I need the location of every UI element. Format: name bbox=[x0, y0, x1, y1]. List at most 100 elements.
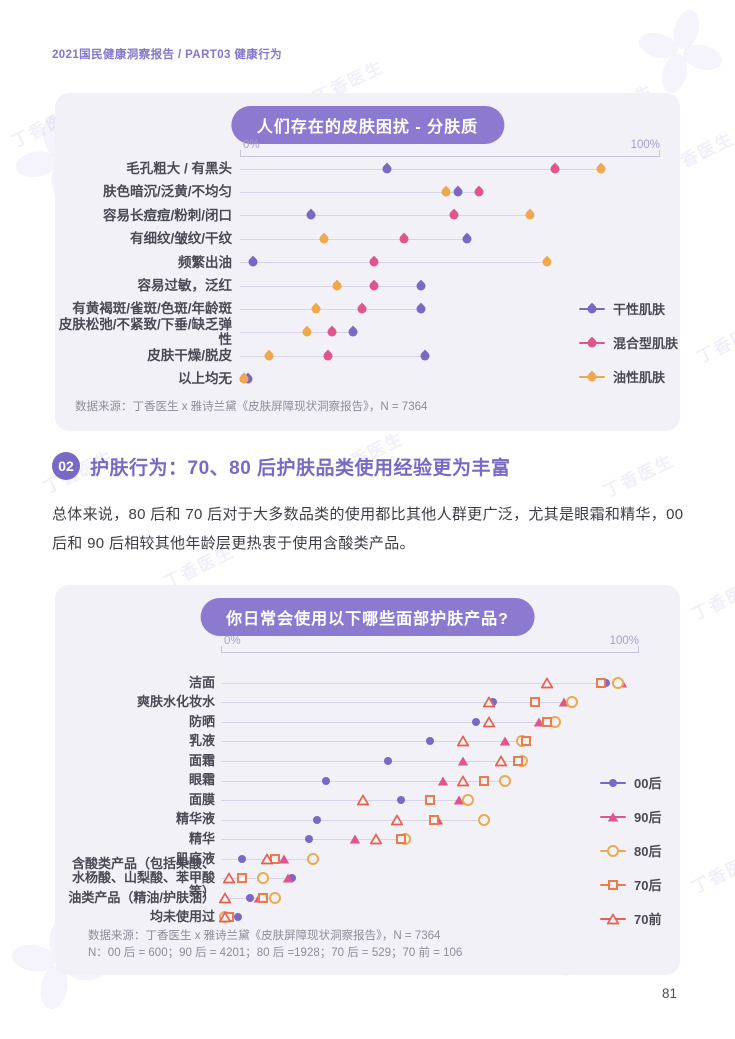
watermark-text: 丁香医生 bbox=[688, 847, 735, 898]
row-track bbox=[221, 868, 639, 888]
drop-marker-icon bbox=[439, 185, 453, 199]
drop-marker-icon bbox=[326, 326, 339, 339]
row-track bbox=[221, 732, 639, 752]
row-track bbox=[221, 771, 639, 791]
legend-item: 00后 bbox=[600, 773, 661, 792]
circle-open-marker-icon bbox=[499, 774, 512, 787]
circle-filled-marker-icon bbox=[396, 796, 405, 805]
category-label: 容易过敏，泛红 bbox=[137, 277, 233, 293]
triangle-filled-marker-icon bbox=[278, 853, 290, 864]
drop-marker-icon bbox=[460, 232, 474, 246]
triangle-open-marker-icon bbox=[607, 913, 619, 924]
legend-item: 干性肌肤 bbox=[579, 299, 678, 318]
drop-marker-icon bbox=[594, 162, 608, 176]
circle-filled-marker-icon bbox=[488, 698, 497, 707]
drop-marker-icon bbox=[418, 349, 432, 363]
circle-filled-marker-icon bbox=[313, 815, 322, 824]
chart2-legend: 00后 90后 80后 70后 70前 bbox=[600, 773, 661, 928]
triangle-open-marker-icon bbox=[219, 892, 232, 904]
chart-card-skin-troubles: 人们存在的皮肤困扰 - 分肤质 0% 100% 毛孔粗大 / 有黑头 肤色暗沉/泛… bbox=[55, 93, 680, 431]
triangle-open-marker-icon bbox=[482, 696, 495, 708]
chart-card-skincare-products: 你日常会使用以下哪些面部护肤产品? 0% 100% 洁面 爽肤水化妆水 防晒 乳液 面霜… bbox=[55, 585, 680, 975]
circle-open-marker-icon bbox=[607, 844, 619, 857]
drop-marker-icon bbox=[540, 255, 553, 269]
legend-label: 70后 bbox=[634, 878, 662, 893]
flower-logo-watermark-icon bbox=[633, 4, 728, 104]
row-line bbox=[240, 332, 354, 334]
section-body-text: 总体来说，80 后和 70 后对于大多数品类的使用都比其他人群更广泛，尤其是眼霜… bbox=[52, 506, 684, 553]
triangle-open-marker-icon bbox=[223, 872, 236, 884]
circle-open-marker-icon bbox=[256, 872, 269, 885]
chart-row: 容易长痘痘/粉刺/闭口 bbox=[55, 204, 665, 227]
chart-row: 均未使用过 bbox=[55, 908, 665, 928]
drop-marker-icon bbox=[585, 370, 599, 383]
square-open-marker-icon bbox=[429, 814, 440, 825]
row-track bbox=[219, 888, 639, 908]
category-label: 含酸类产品（包括果酸、 水杨酸、山梨酸、苯甲酸等） bbox=[71, 855, 215, 900]
row-track bbox=[221, 751, 639, 771]
chart1-rows: 毛孔粗大 / 有黑头 肤色暗沉/泛黄/不均匀 容易长痘痘/粉刺/闭口 有细纹/皱纹/干… bbox=[55, 157, 665, 391]
drop-marker-icon bbox=[414, 302, 427, 316]
chart-row: 肌底液 bbox=[55, 849, 665, 869]
legend-item: 70后 bbox=[600, 875, 661, 894]
row-line bbox=[240, 215, 530, 217]
drop-marker-icon bbox=[309, 302, 322, 316]
chart-row: 以上均无 bbox=[55, 368, 665, 391]
drop-marker-icon bbox=[237, 372, 251, 386]
row-track bbox=[240, 204, 660, 227]
drop-marker-icon bbox=[447, 209, 461, 222]
legend-line bbox=[579, 336, 605, 349]
category-label: 眼霜 bbox=[188, 772, 215, 788]
triangle-filled-marker-icon bbox=[457, 755, 469, 766]
circle-filled-marker-icon bbox=[288, 874, 297, 883]
row-line bbox=[221, 780, 506, 782]
chart-row: 乳液 bbox=[55, 732, 665, 752]
chart-row: 油类产品（精油/护肤油） bbox=[55, 888, 665, 908]
chart-row: 面膜 bbox=[55, 790, 665, 810]
chart2-title-pill: 你日常会使用以下哪些面部护肤产品? bbox=[200, 598, 535, 636]
legend-label: 00后 bbox=[634, 776, 662, 791]
triangle-filled-marker-icon bbox=[499, 736, 511, 747]
chart-row: 眼霜 bbox=[55, 771, 665, 791]
page-number: 81 bbox=[662, 986, 678, 1001]
legend-line bbox=[600, 844, 626, 857]
chart2-data-source: 数据来源：丁香医生 x 雅诗兰黛《皮肤屏障现状洞察报告》，N = 7364 N：… bbox=[88, 928, 462, 963]
triangle-open-marker-icon bbox=[482, 716, 495, 728]
triangle-open-marker-icon bbox=[495, 755, 508, 767]
chart1-legend: 干性肌肤 混合型肌肤 油性肌肤 bbox=[579, 299, 678, 386]
square-open-marker-icon bbox=[529, 697, 540, 708]
section-heading: 02 护肤行为：70、80 后护肤品类使用经验更为丰富 bbox=[52, 452, 511, 480]
chart-row: 防晒 bbox=[55, 712, 665, 732]
circle-filled-marker-icon bbox=[246, 893, 255, 902]
chart-row: 含酸类产品（包括果酸、 水杨酸、山梨酸、苯甲酸等） bbox=[55, 856, 665, 899]
legend-item: 90后 bbox=[600, 807, 661, 826]
chart-row: 肤色暗沉/泛黄/不均匀 bbox=[55, 180, 665, 203]
legend-label: 80后 bbox=[634, 844, 662, 859]
chart-row: 洁面 bbox=[55, 673, 665, 693]
legend-line bbox=[600, 778, 626, 787]
row-line bbox=[221, 760, 522, 762]
row-track bbox=[237, 368, 660, 391]
row-track bbox=[240, 344, 660, 367]
chart-row: 毛孔粗大 / 有黑头 bbox=[55, 157, 665, 180]
legend-item: 油性肌肤 bbox=[579, 367, 678, 386]
triangle-filled-marker-icon bbox=[282, 873, 294, 884]
drop-marker-icon bbox=[263, 349, 276, 363]
row-track bbox=[240, 157, 660, 180]
legend-line bbox=[579, 302, 605, 315]
category-label: 以上均无 bbox=[178, 371, 232, 387]
category-label: 油类产品（精油/护肤油） bbox=[68, 889, 215, 905]
drop-marker-icon bbox=[473, 185, 486, 199]
legend-line bbox=[600, 879, 626, 890]
row-track bbox=[240, 321, 660, 344]
row-track bbox=[221, 790, 639, 810]
watermark-text: 丁香医生 bbox=[600, 451, 678, 502]
drop-marker-icon bbox=[300, 326, 314, 339]
row-line bbox=[221, 721, 556, 723]
category-label: 容易长痘痘/粉刺/闭口 bbox=[102, 207, 232, 223]
axis-line bbox=[221, 646, 639, 653]
drop-marker-icon bbox=[305, 209, 318, 222]
row-line bbox=[240, 168, 602, 170]
row-line bbox=[221, 702, 573, 704]
legend-item: 80后 bbox=[600, 841, 661, 860]
